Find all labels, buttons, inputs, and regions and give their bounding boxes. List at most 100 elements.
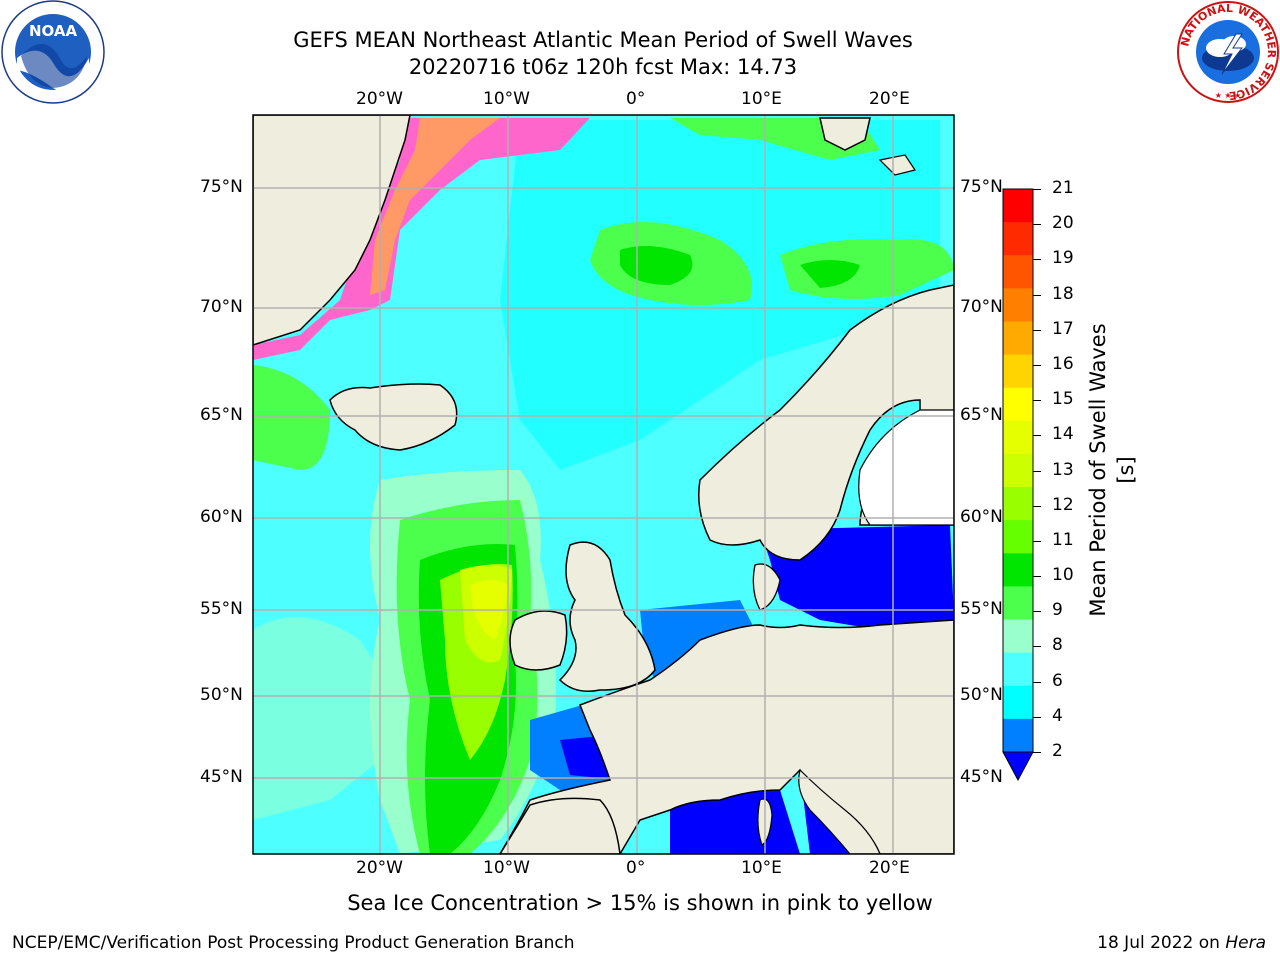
colorbar-swatch <box>1003 487 1033 521</box>
noaa-logo-icon: NOAA <box>1 0 105 104</box>
colorbar-tick-mark <box>1033 435 1041 437</box>
colorbar-swatch <box>1003 718 1033 753</box>
ireland-land <box>509 610 568 671</box>
colorbar-swatch <box>1003 619 1033 654</box>
greenland-land <box>253 115 411 346</box>
right-lat-label: 60°N <box>960 507 1003 527</box>
colorbar-tick-label: 17 <box>1052 318 1074 339</box>
colorbar-tick-label: 2 <box>1052 741 1063 761</box>
italy-land <box>798 768 881 854</box>
chart-subtitle: 20220716 t06z 120h fcst Max: 14.73 <box>408 55 798 79</box>
colorbar-swatch <box>1003 420 1033 455</box>
colorbar-tick-label: 14 <box>1052 424 1074 445</box>
colorbar-swatch <box>1003 255 1033 289</box>
bottom-lon-label: 10°E <box>741 858 782 878</box>
swell-band-9-10-greenland <box>253 365 330 470</box>
bottom-lon-label: 20°W <box>356 858 403 878</box>
left-lat-label: 70°N <box>200 297 243 317</box>
colorbar-tick-mark <box>1033 752 1041 753</box>
swell-band-10-11-north <box>620 246 693 285</box>
colorbar-swatch <box>1003 652 1033 687</box>
colorbar-tick-mark <box>1033 189 1041 190</box>
colorbar-swatch <box>1003 222 1033 256</box>
top-lon-label: 20°W <box>356 89 403 109</box>
colorbar-swatch <box>1003 586 1033 621</box>
colorbar-tick-mark <box>1033 540 1041 542</box>
colorbar-tick-mark <box>1033 364 1041 366</box>
colorbar-extend-arrow <box>1002 751 1034 782</box>
colorbar-swatch <box>1003 354 1033 389</box>
colorbar-tick-label: 16 <box>1052 353 1074 374</box>
denmark-land <box>752 563 781 611</box>
top-lon-label: 0° <box>626 89 646 109</box>
colorbar-swatch <box>1003 288 1033 322</box>
map-frame <box>252 114 955 855</box>
colorbar-swatch <box>1003 321 1033 356</box>
colorbar-tick-mark <box>1033 505 1041 507</box>
sea-ice-note: Sea Ice Concentration > 15% is shown in … <box>347 891 933 915</box>
colorbar-tick-mark <box>1033 576 1041 578</box>
colorbar-tick-label: 12 <box>1052 494 1074 515</box>
colorbar-tick-mark <box>1033 646 1041 648</box>
left-lat-label: 75°N <box>200 177 243 197</box>
left-lat-label: 45°N <box>200 767 243 787</box>
right-lat-label: 65°N <box>960 405 1003 425</box>
colorbar-tick-label: 20 <box>1052 213 1074 234</box>
colorbar-tick-mark <box>1033 259 1041 261</box>
colorbar-tick-mark <box>1033 294 1041 296</box>
chart-title: GEFS MEAN Northeast Atlantic Mean Period… <box>293 28 913 52</box>
footer-branch: NCEP/EMC/Verification Post Processing Pr… <box>12 933 575 953</box>
colorbar <box>1002 188 1034 782</box>
top-lon-label: 20°E <box>869 89 910 109</box>
colorbar-tick-label: 9 <box>1052 600 1063 621</box>
bottom-lon-label: 20°E <box>869 858 910 878</box>
colorbar-swatch <box>1003 387 1033 422</box>
footer-date-text: 18 Jul 2022 on <box>1097 933 1226 953</box>
colorbar-swatch <box>1003 685 1033 720</box>
left-lat-label: 60°N <box>200 507 243 527</box>
gulf-of-bothnia <box>858 409 954 526</box>
great-britain-land <box>558 541 656 692</box>
svg-text:★ ★ ★: ★ ★ ★ <box>1215 91 1242 100</box>
colorbar-tick-mark <box>1033 611 1041 613</box>
colorbar-label: Mean Period of Swell Waves [s] <box>1086 323 1138 617</box>
colorbar-tick-mark <box>1033 470 1041 472</box>
right-lat-label: 45°N <box>960 767 1003 787</box>
colorbar-tick-label: 6 <box>1052 670 1063 691</box>
nws-logo-icon: NATIONAL WEATHER SERVICE ★ ★ ★ <box>1177 1 1279 103</box>
colorbar-tick-label: 4 <box>1052 705 1063 726</box>
right-lat-label: 50°N <box>960 685 1003 705</box>
colorbar-tick-label: 21 <box>1052 178 1074 198</box>
top-lon-label: 10°W <box>483 89 530 109</box>
left-lat-label: 65°N <box>200 405 243 425</box>
iberia-land <box>499 797 621 854</box>
colorbar-tick-mark <box>1033 224 1041 226</box>
footer-date: 18 Jul 2022 on Hera <box>1097 933 1266 953</box>
swell-band-8-9-sw <box>253 617 400 820</box>
colorbar-tick-mark <box>1033 400 1041 402</box>
graticule <box>253 115 954 854</box>
bottom-lon-label: 0° <box>626 858 646 878</box>
colorbar-swatch <box>1003 453 1033 488</box>
colorbar-tick-mark <box>1033 681 1041 683</box>
colorbar-swatch <box>1003 553 1033 587</box>
left-lat-label: 55°N <box>200 599 243 619</box>
colorbar-tick-label: 13 <box>1052 459 1074 480</box>
swell-band-10-11-ne <box>800 260 860 288</box>
iceland-land <box>329 383 458 451</box>
colorbar-swatch <box>1003 520 1033 554</box>
colorbar-swatch <box>1003 189 1033 223</box>
colorbar-tick-label: 19 <box>1052 248 1074 269</box>
colorbar-tick-label: 15 <box>1052 389 1074 410</box>
colorbar-tick-mark <box>1033 329 1041 331</box>
svalbard-land <box>819 117 871 151</box>
colorbar-tick-label: 11 <box>1052 529 1074 550</box>
top-lon-label: 10°E <box>741 89 782 109</box>
colorbar-tick-label: 18 <box>1052 283 1074 304</box>
colorbar-tick-label: 10 <box>1052 565 1074 586</box>
right-lat-label: 75°N <box>960 177 1003 197</box>
colorbar-tick-label: 8 <box>1052 635 1063 656</box>
colorbar-tick-mark <box>1033 716 1041 718</box>
footer-machine: Hera <box>1225 933 1266 953</box>
